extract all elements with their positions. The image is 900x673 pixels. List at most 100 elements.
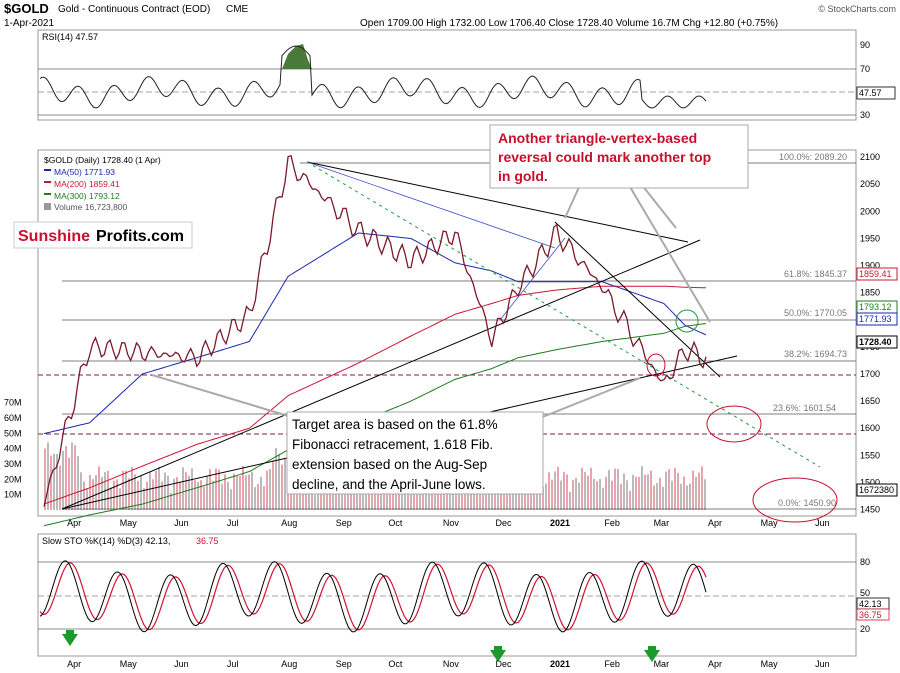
- x-axis-label: Sep: [336, 659, 352, 669]
- price-panel: 100.0%: 2089.20 61.8%: 1845.37 50.0%: 17…: [4, 124, 898, 527]
- volume-bar: [545, 483, 547, 510]
- volume-bar: [617, 468, 619, 510]
- annotation-bottom: Target area is based on the 61.8% Fibona…: [286, 411, 544, 495]
- volume-bar: [698, 472, 700, 510]
- green-arrow-1: [62, 630, 78, 646]
- volume-bar: [572, 480, 574, 510]
- legend-ma300: MA(300) 1793.12: [54, 191, 120, 201]
- volume-bar: [425, 488, 427, 510]
- sunshine-profits-logo: Sunshine Profits.com: [13, 221, 193, 249]
- badge-volume: 1672380: [859, 485, 894, 495]
- chart-date: 1-Apr-2021: [4, 18, 54, 29]
- sto-k-value: 42.13: [859, 599, 882, 609]
- volume-bar: [650, 470, 652, 510]
- volume-bar: [671, 480, 673, 510]
- annotation-bottom-line4: decline, and the April-June lows.: [292, 477, 486, 492]
- volume-bar: [314, 494, 316, 510]
- pointer-arrow-5: [539, 377, 641, 419]
- volume-bar: [269, 468, 271, 510]
- rsi-frame: [37, 29, 857, 121]
- x-axis-label: May: [120, 518, 138, 528]
- volume-bar: [467, 483, 469, 510]
- badge-ma50: 1771.93: [859, 314, 892, 324]
- volume-bar: [587, 475, 589, 510]
- volume-bar: [515, 480, 517, 510]
- volume-bar: [428, 480, 430, 510]
- x-axis-label: Mar: [654, 659, 670, 669]
- x-axis-labels-sto: Apr May Jun Jul Aug Sep Oct Nov Dec 2021 Feb Mar Apr…: [67, 659, 830, 669]
- volume-bar: [182, 467, 184, 510]
- price-tick-label: 1450: [860, 504, 880, 514]
- volume-bar: [641, 466, 643, 510]
- volume-bar: [677, 472, 679, 510]
- volume-bar: [56, 453, 58, 510]
- volume-bar: [233, 473, 235, 510]
- volume-bar: [305, 480, 307, 510]
- annotation-top-line1: Another triangle-vertex-based: [498, 130, 697, 146]
- volume-bar: [152, 479, 154, 510]
- price-line: [43, 154, 707, 507]
- volume-bar: [341, 485, 343, 510]
- green-arrow-2: [490, 646, 506, 662]
- trendline-blue-lower: [499, 237, 566, 321]
- volume-bar: [623, 473, 625, 510]
- x-axis-label: Apr: [67, 659, 81, 669]
- red-circle-bottom: [752, 477, 838, 523]
- volume-bar: [209, 469, 211, 510]
- chart-header: $GOLD Gold - Continuous Contract (EOD) C…: [4, 1, 896, 29]
- volume-bar: [548, 472, 550, 510]
- x-axis-label: Sep: [336, 518, 352, 528]
- volume-bar: [86, 489, 88, 510]
- volume-bar: [431, 481, 433, 510]
- volume-bar: [227, 481, 229, 510]
- price-tick-label: 1600: [860, 423, 880, 433]
- volume-bar: [416, 482, 418, 510]
- volume-bar: [323, 482, 325, 510]
- x-axis-label: May: [120, 659, 138, 669]
- rsi-tick-30: 30: [860, 110, 870, 120]
- rsi-value: 47.57: [859, 88, 882, 98]
- volume-bar: [239, 475, 241, 510]
- volume-tick-label: 50M: [4, 428, 22, 438]
- legend-swatch-ma200: [44, 181, 51, 183]
- volume-axis-ticks: 70M 60M 50M 40M 30M 20M 10M: [4, 398, 22, 500]
- legend-ma50: MA(50) 1771.93: [54, 167, 115, 177]
- volume-bar: [638, 476, 640, 510]
- watermark: © StockCharts.com: [818, 4, 896, 14]
- volume-bar: [575, 478, 577, 510]
- volume-bar: [347, 483, 349, 510]
- volume-bar: [50, 455, 52, 510]
- trend-lines: [61, 161, 821, 510]
- volume-bar: [125, 470, 127, 510]
- volume-bar: [554, 471, 556, 510]
- volume-bar: [608, 469, 610, 510]
- trendline-blue-upper: [306, 161, 556, 249]
- volume-bar: [224, 474, 226, 510]
- volume-bar: [68, 457, 70, 510]
- x-axis-label: Jun: [174, 518, 189, 528]
- volume-bar: [197, 482, 199, 510]
- volume-bar: [482, 480, 484, 510]
- x-axis-label: Feb: [604, 518, 620, 528]
- volume-tick-label: 70M: [4, 398, 22, 408]
- price-tick-label: 2050: [860, 179, 880, 189]
- volume-bar: [485, 489, 487, 510]
- volume-bar: [563, 471, 565, 510]
- volume-bar: [119, 488, 121, 510]
- volume-bar: [620, 483, 622, 510]
- sto-k-line: [39, 560, 707, 633]
- x-axis-label: Aug: [281, 518, 297, 528]
- volume-bar: [218, 469, 220, 510]
- logo-part1: Sunshine: [18, 228, 90, 245]
- badge-volume-box: [856, 483, 898, 497]
- stochastic-panel: Slow STO %K(14) %D(3) 42.13, 36.75 80 50…: [37, 533, 890, 662]
- volume-bar: [491, 479, 493, 510]
- volume-bar: [53, 453, 55, 510]
- price-tick-label: 2100: [860, 152, 880, 162]
- legend-swatch-ma300: [44, 193, 51, 195]
- volume-bar: [116, 479, 118, 510]
- annotation-bottom-box: [286, 411, 544, 495]
- volume-bar: [668, 469, 670, 510]
- volume-bar: [659, 477, 661, 510]
- red-circle-small: [646, 353, 666, 377]
